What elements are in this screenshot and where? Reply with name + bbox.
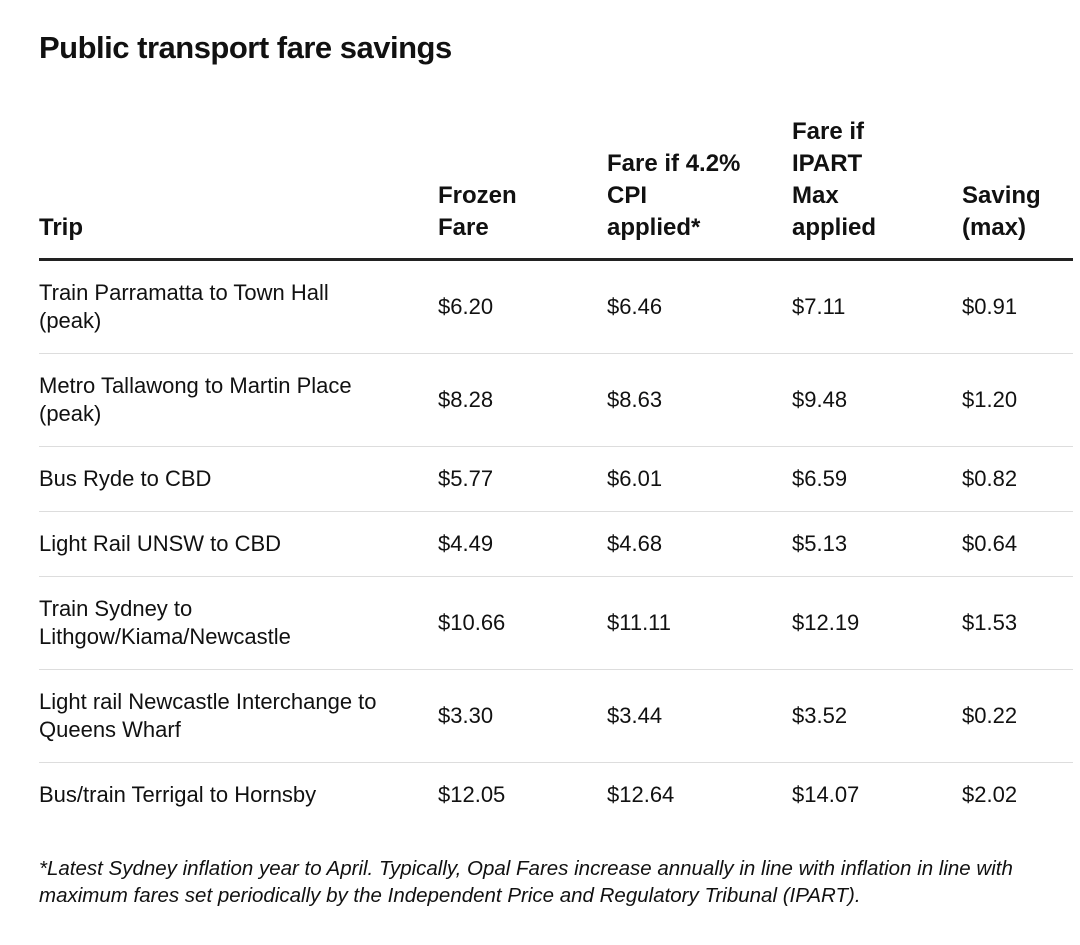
fare-cell: $10.66 bbox=[438, 576, 607, 670]
cell-text: Train Parramatta to Town Hall (peak) bbox=[39, 280, 329, 333]
cell-text: $12.05 bbox=[438, 782, 506, 807]
header-text: Fare if IPART Max applied bbox=[792, 118, 877, 241]
cell-text: $8.28 bbox=[438, 387, 494, 412]
fare-cell: $5.13 bbox=[792, 511, 962, 577]
title: Public transport fare savings bbox=[39, 30, 452, 65]
fare-cell: $12.64 bbox=[607, 763, 792, 828]
fare-cell: $12.19 bbox=[792, 576, 962, 670]
fare-cell: $6.01 bbox=[607, 446, 792, 512]
cell-text: Train Sydney to Lithgow/Kiama/Newcastle bbox=[39, 596, 291, 649]
header-text: Fare if 4.2% CPI applied* bbox=[607, 150, 741, 241]
cell-text: Light rail Newcastle Interchange to Quee… bbox=[39, 689, 377, 742]
fare-cell: $0.22 bbox=[962, 669, 1073, 763]
table-row: Light Rail UNSW to CBD $4.49 $4.68 $5.13 $0.… bbox=[39, 511, 1073, 577]
cell-text: $12.19 bbox=[792, 610, 860, 635]
table-row: Metro Tallawong to Martin Place (peak) $8… bbox=[39, 353, 1073, 447]
header-text: Saving (max) bbox=[962, 182, 1041, 241]
trip-cell: Bus/train Terrigal to Hornsby bbox=[39, 763, 438, 828]
trip-cell: Bus Ryde to CBD bbox=[39, 446, 438, 512]
column-header: Trip bbox=[39, 116, 438, 261]
cell-text: Bus Ryde to CBD bbox=[39, 466, 212, 491]
cell-text: $4.49 bbox=[438, 531, 494, 556]
cell-text: $7.11 bbox=[792, 294, 846, 319]
table-row: Bus Ryde to CBD $5.77 $6.01 $6.59 $0.82 bbox=[39, 446, 1073, 512]
table-body: Train Parramatta to Town Hall (peak) $6.2… bbox=[39, 259, 1073, 828]
trip-cell: Metro Tallawong to Martin Place (peak) bbox=[39, 353, 438, 447]
cell-text: $0.82 bbox=[962, 466, 1018, 491]
fare-cell: $14.07 bbox=[792, 763, 962, 828]
cell-text: $14.07 bbox=[792, 782, 860, 807]
fare-cell: $12.05 bbox=[438, 763, 607, 828]
cell-text: $0.91 bbox=[962, 294, 1018, 319]
fare-cell: $6.20 bbox=[438, 259, 607, 354]
cell-text: $0.22 bbox=[962, 703, 1018, 728]
cell-text: $0.64 bbox=[962, 531, 1018, 556]
fare-cell: $3.30 bbox=[438, 669, 607, 763]
trip-cell: Light Rail UNSW to CBD bbox=[39, 511, 438, 577]
column-header: Fare if IPART Max applied bbox=[792, 116, 962, 261]
cell-text: $3.52 bbox=[792, 703, 848, 728]
fare-cell: $6.46 bbox=[607, 259, 792, 354]
cell-text: $12.64 bbox=[607, 782, 675, 807]
table-row: Bus/train Terrigal to Hornsby $12.05 $12.6… bbox=[39, 763, 1073, 828]
fare-cell: $8.63 bbox=[607, 353, 792, 447]
cell-text: $8.63 bbox=[607, 387, 663, 412]
cell-text: $1.20 bbox=[962, 387, 1018, 412]
trip-cell: Light rail Newcastle Interchange to Quee… bbox=[39, 669, 438, 763]
fare-cell: $11.11 bbox=[607, 576, 792, 670]
fare-cell: $7.11 bbox=[792, 259, 962, 354]
column-header: Frozen Fare bbox=[438, 116, 607, 261]
cell-text: $3.30 bbox=[438, 703, 494, 728]
footnote: *Latest Sydney inflation year to April. … bbox=[39, 857, 1013, 907]
cell-text: Bus/train Terrigal to Hornsby bbox=[39, 782, 317, 807]
fare-cell: $5.77 bbox=[438, 446, 607, 512]
cell-text: $3.44 bbox=[607, 703, 663, 728]
column-header: Saving (max) bbox=[962, 116, 1073, 261]
trip-cell: Train Parramatta to Town Hall (peak) bbox=[39, 259, 438, 354]
fare-cell: $3.52 bbox=[792, 669, 962, 763]
cell-text: $6.01 bbox=[607, 466, 663, 491]
fare-cell: $8.28 bbox=[438, 353, 607, 447]
fare-cell: $6.59 bbox=[792, 446, 962, 512]
fare-cell: $4.68 bbox=[607, 511, 792, 577]
cell-text: $5.77 bbox=[438, 466, 494, 491]
fare-cell: $0.82 bbox=[962, 446, 1073, 512]
cell-text: Light Rail UNSW to CBD bbox=[39, 531, 282, 556]
fare-cell: $2.02 bbox=[962, 763, 1073, 828]
cell-text: $4.68 bbox=[607, 531, 663, 556]
fare-cell: $1.20 bbox=[962, 353, 1073, 447]
fare-cell: $9.48 bbox=[792, 353, 962, 447]
fare-cell: $4.49 bbox=[438, 511, 607, 577]
cell-text: $9.48 bbox=[792, 387, 848, 412]
cell-text: $11.11 bbox=[607, 610, 672, 635]
header-row: Trip Frozen Fare Fare if 4.2% CPI applied*… bbox=[39, 116, 1073, 261]
fare-cell: $1.53 bbox=[962, 576, 1073, 670]
cell-text: $6.46 bbox=[607, 294, 663, 319]
cell-text: Metro Tallawong to Martin Place (peak) bbox=[39, 373, 352, 426]
cell-text: $6.20 bbox=[438, 294, 494, 319]
fare-cell: $3.44 bbox=[607, 669, 792, 763]
trip-cell: Train Sydney to Lithgow/Kiama/Newcastle bbox=[39, 576, 438, 670]
cell-text: $2.02 bbox=[962, 782, 1018, 807]
table-row: Train Parramatta to Town Hall (peak) $6.2… bbox=[39, 259, 1073, 354]
header-text: Frozen Fare bbox=[438, 182, 517, 241]
table-head: Trip Frozen Fare Fare if 4.2% CPI applied*… bbox=[39, 116, 1073, 261]
table-row: Train Sydney to Lithgow/Kiama/Newcastle $… bbox=[39, 576, 1073, 670]
header-text: Trip bbox=[39, 214, 84, 241]
fare-table: Trip Frozen Fare Fare if 4.2% CPI applied*… bbox=[39, 116, 1073, 827]
cell-text: $10.66 bbox=[438, 610, 506, 635]
table-row: Light rail Newcastle Interchange to Quee… bbox=[39, 669, 1073, 763]
column-header: Fare if 4.2% CPI applied* bbox=[607, 116, 792, 261]
cell-text: $1.53 bbox=[962, 610, 1018, 635]
cell-text: $6.59 bbox=[792, 466, 848, 491]
fare-cell: $0.64 bbox=[962, 511, 1073, 577]
fare-cell: $0.91 bbox=[962, 259, 1073, 354]
cell-text: $5.13 bbox=[792, 531, 848, 556]
